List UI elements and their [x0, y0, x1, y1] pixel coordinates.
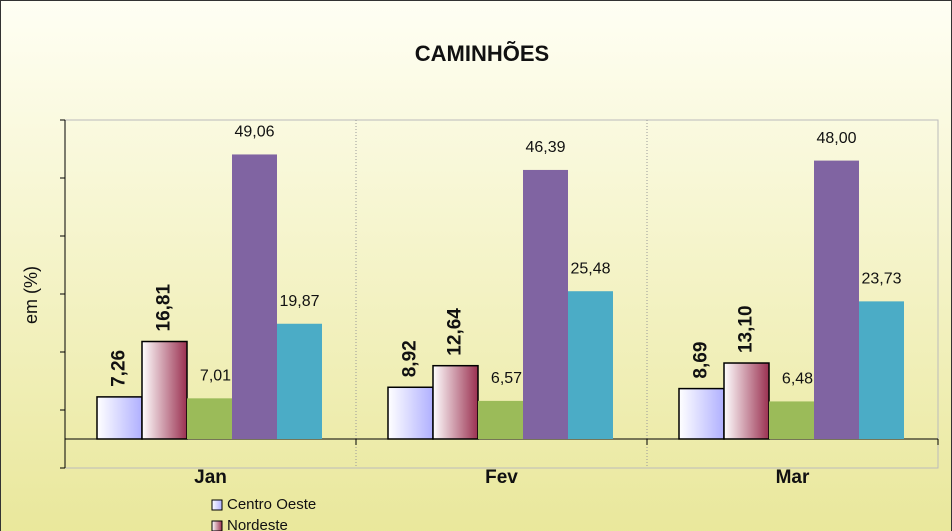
bar — [187, 398, 232, 439]
bar — [723, 362, 770, 440]
data-label: 25,48 — [570, 260, 610, 277]
bar — [568, 291, 613, 439]
bar — [387, 386, 434, 440]
data-label: 7,26 — [109, 350, 130, 387]
data-label: 48,00 — [816, 130, 856, 147]
x-tick-label: Fev — [485, 467, 518, 488]
bar — [277, 323, 322, 439]
legend-swatch — [211, 520, 223, 531]
bar — [96, 396, 143, 440]
bar — [859, 301, 904, 439]
data-label: 6,57 — [491, 370, 522, 387]
data-label: 12,64 — [445, 308, 466, 356]
bar — [814, 160, 859, 439]
data-label: 23,73 — [861, 271, 901, 288]
data-label: 16,81 — [154, 284, 175, 332]
data-label: 49,06 — [234, 124, 274, 141]
data-label: 6,48 — [782, 371, 813, 388]
data-label: 46,39 — [525, 139, 565, 156]
bar — [523, 169, 568, 440]
data-label: 8,92 — [400, 340, 421, 377]
bar — [232, 154, 277, 439]
bar — [478, 400, 523, 439]
bar — [141, 340, 188, 440]
legend-label: Nordeste — [227, 517, 288, 531]
chart-title: CAMINHÕES — [415, 41, 549, 66]
bar — [678, 387, 725, 440]
data-label: 19,87 — [279, 293, 319, 310]
bar — [432, 364, 479, 440]
x-tick-label: Mar — [776, 467, 810, 488]
data-label: 13,10 — [736, 305, 757, 353]
x-tick-label: Jan — [194, 467, 227, 488]
legend-label: Centro Oeste — [227, 496, 316, 513]
data-label: 7,01 — [200, 368, 231, 385]
y-axis-label: em (%) — [21, 266, 41, 324]
data-label: 8,69 — [691, 342, 712, 379]
legend-swatch — [211, 499, 223, 511]
bar — [769, 401, 814, 439]
